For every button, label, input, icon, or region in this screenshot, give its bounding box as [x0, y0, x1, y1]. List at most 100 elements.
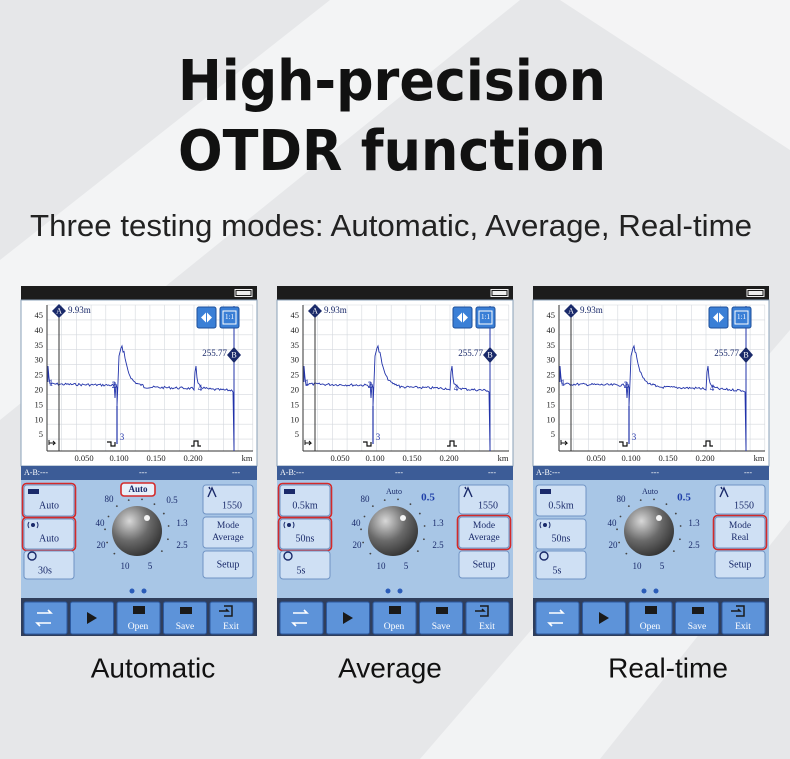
dial-knob[interactable] — [624, 506, 674, 556]
event-symbol — [304, 440, 313, 446]
zoom-button[interactable] — [219, 306, 240, 329]
save-icon — [180, 607, 192, 614]
dial-dot — [371, 505, 374, 508]
ab-label: A-B:--- — [24, 468, 48, 477]
zoom-label: 1:1 — [481, 313, 490, 321]
pulse-button[interactable] — [535, 518, 587, 550]
marker-b-label: B — [231, 350, 236, 359]
swap-button[interactable] — [708, 306, 729, 329]
dial-label: 5 — [404, 561, 409, 571]
toolbar-button[interactable] — [279, 601, 324, 635]
pulse-value: 50ns — [552, 533, 571, 544]
wavelength-button[interactable] — [202, 484, 254, 515]
dial-label: 2.5 — [176, 540, 188, 550]
y-axis-label: 25 — [35, 370, 44, 380]
y-axis-label: 45 — [547, 310, 556, 320]
toolbar-button[interactable] — [209, 601, 254, 635]
dial-label: 5 — [148, 561, 153, 571]
wavelength-button[interactable] — [714, 484, 766, 515]
exit-icon — [219, 605, 233, 617]
toolbar-button[interactable] — [419, 601, 463, 635]
dial-dot — [619, 515, 622, 518]
dial-label: 20 — [97, 540, 107, 550]
battery-level — [748, 291, 763, 295]
pulse-button[interactable] — [279, 518, 331, 550]
wavelength-button[interactable] — [458, 484, 510, 515]
toolbar-button[interactable] — [628, 601, 673, 635]
open-icon — [645, 606, 657, 614]
dial-dot — [363, 515, 366, 518]
dial-dot — [416, 550, 419, 553]
pulse-icon — [287, 523, 291, 527]
dial-top-box — [120, 482, 156, 497]
time-button[interactable] — [535, 550, 587, 580]
toolbar-button[interactable] — [23, 601, 68, 635]
pulse-button[interactable] — [23, 518, 75, 550]
mode-label: Mode — [473, 521, 495, 531]
swap-button[interactable] — [196, 306, 217, 329]
event-number: 4 — [198, 383, 203, 393]
setup-button[interactable] — [202, 550, 254, 579]
time-button[interactable] — [279, 550, 331, 580]
swap-arrows-icon — [547, 609, 565, 627]
toolbar-button[interactable] — [675, 601, 719, 635]
dial-dot — [423, 538, 425, 541]
battery-icon — [234, 289, 253, 297]
dial-dot — [362, 541, 365, 544]
time-value: 5s — [553, 565, 562, 576]
ab-strip — [21, 466, 257, 480]
y-axis-label: 20 — [547, 384, 556, 394]
y-axis-label: 40 — [547, 325, 556, 335]
x-axis-label: 0.150 — [658, 453, 677, 463]
swap-arrows-icon — [35, 609, 53, 627]
toolbar-button[interactable] — [535, 601, 580, 635]
y-axis-label: 35 — [291, 340, 300, 350]
status-bar — [21, 286, 257, 300]
toolbar-button[interactable] — [163, 601, 207, 635]
marker-a-label: A — [568, 306, 574, 315]
y-axis-label: 30 — [291, 355, 300, 365]
setup-button[interactable] — [458, 550, 510, 579]
toolbar-button[interactable] — [721, 601, 766, 635]
marker-b-label: B — [487, 350, 492, 359]
lambda-icon — [719, 486, 729, 498]
dial-pointer — [144, 515, 150, 521]
toolbar-label: Exit — [479, 622, 495, 632]
mode-button[interactable] — [458, 516, 510, 549]
battery-icon — [490, 289, 509, 297]
zoom-button[interactable] — [731, 306, 752, 329]
range-value: Auto — [39, 500, 59, 511]
toolbar-button[interactable] — [116, 601, 161, 635]
swap-button[interactable] — [452, 306, 473, 329]
open-icon — [133, 606, 145, 614]
dial-knob[interactable] — [368, 506, 418, 556]
zoom-inner — [478, 310, 493, 325]
b-position: 255.77 — [714, 348, 739, 358]
toolbar-button[interactable] — [465, 601, 510, 635]
dial-knob[interactable] — [112, 506, 162, 556]
mode-button[interactable] — [202, 516, 254, 549]
lambda-icon — [463, 486, 473, 498]
toolbar-button[interactable] — [372, 601, 417, 635]
time-button[interactable] — [23, 550, 75, 580]
pulse-icon — [543, 523, 547, 527]
otdr-trace — [303, 344, 491, 452]
x-axis-label: 0.150 — [402, 453, 421, 463]
setup-label: Setup — [217, 559, 240, 570]
wavelength-value: 1550 — [734, 500, 754, 511]
y-axis-label: 25 — [291, 370, 300, 380]
time-value: 5s — [297, 565, 306, 576]
screen-caption: Automatic — [91, 652, 216, 683]
dial-dot — [397, 498, 399, 501]
event-number: 1 — [305, 378, 310, 388]
event-symbol — [619, 441, 628, 447]
dial-label: 0.5 — [166, 495, 178, 505]
cursor-distance: 9.93m — [324, 305, 347, 315]
zoom-button[interactable] — [475, 306, 496, 329]
x-axis-label: 0.100 — [109, 453, 128, 463]
mode-button[interactable] — [714, 516, 766, 549]
mode-label: Mode — [729, 521, 751, 531]
setup-button[interactable] — [714, 550, 766, 579]
dial-label: Auto — [642, 487, 658, 496]
